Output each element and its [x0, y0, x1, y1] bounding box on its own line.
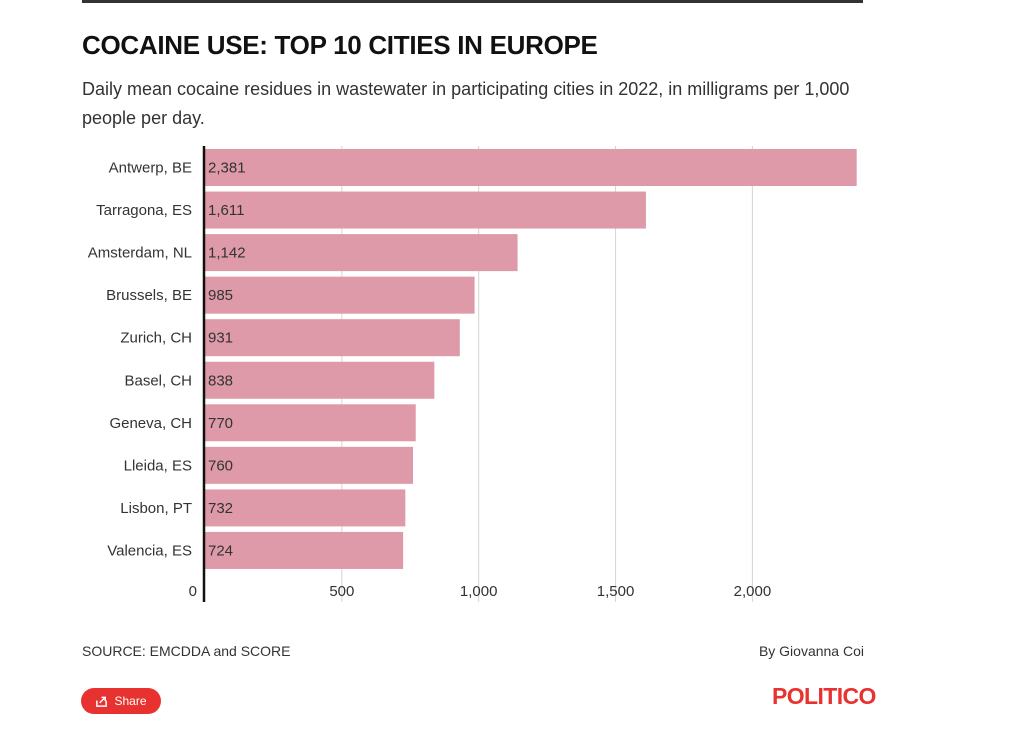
bar-value-label: 1,142	[208, 245, 246, 262]
source-note: SOURCE: EMCDDA and SCORE	[82, 643, 291, 659]
category-label: Basel, CH	[124, 372, 192, 389]
x-tick-label: 1,500	[597, 583, 635, 600]
bar-value-label: 2,381	[208, 160, 246, 177]
category-label: Amsterdam, NL	[88, 245, 192, 262]
bar	[205, 531, 404, 569]
bar-value-labels: 2,381 1,611 1,142 985 931 838 770 760 732 724	[208, 160, 246, 560]
bar-value-label: 760	[208, 457, 233, 474]
category-label: Brussels, BE	[106, 287, 192, 304]
category-label: Tarragona, ES	[96, 202, 192, 219]
chart-title: COCAINE USE: TOP 10 CITIES IN EUROPE	[82, 30, 598, 60]
bar-value-label: 985	[208, 287, 233, 304]
bar-value-label: 1,611	[208, 202, 244, 219]
byline: By Giovanna Coi	[758, 643, 864, 659]
bar-value-label: 770	[208, 415, 233, 432]
x-tick-label: 0	[189, 583, 197, 600]
x-tick-labels: 0 500 1,000 1,500 2,000	[189, 583, 772, 600]
bar-value-label: 732	[208, 500, 233, 517]
bar	[205, 361, 435, 399]
category-label: Valencia, ES	[107, 542, 192, 559]
category-labels: Antwerp, BE Tarragona, ES Amsterdam, NL Bru…	[88, 160, 192, 560]
bars	[205, 149, 857, 569]
x-tick-label: 2,000	[734, 583, 772, 600]
share-icon	[96, 696, 108, 707]
category-label: Lisbon, PT	[120, 500, 192, 517]
share-button[interactable]: Share	[81, 688, 161, 714]
bar	[205, 149, 857, 186]
bar	[205, 404, 416, 442]
bar	[205, 276, 475, 314]
category-label: Zurich, CH	[120, 330, 192, 347]
bar	[205, 191, 646, 229]
category-label: Lleida, ES	[124, 457, 192, 474]
bar	[205, 489, 406, 527]
bar	[205, 319, 460, 357]
x-tick-label: 1,000	[460, 583, 498, 600]
politico-logo[interactable]: POLITICO	[772, 683, 876, 709]
bar-value-label: 931	[208, 330, 233, 347]
x-tick-label: 500	[329, 583, 354, 600]
category-label: Geneva, CH	[109, 415, 192, 432]
bar	[205, 234, 518, 272]
chart-subtitle: Daily mean cocaine residues in wastewate…	[82, 79, 850, 128]
top-rule	[82, 0, 863, 3]
bar	[205, 446, 414, 484]
bar-value-label: 838	[208, 372, 233, 389]
share-label: Share	[114, 694, 147, 708]
bar-value-label: 724	[208, 542, 233, 559]
category-label: Antwerp, BE	[109, 160, 192, 177]
